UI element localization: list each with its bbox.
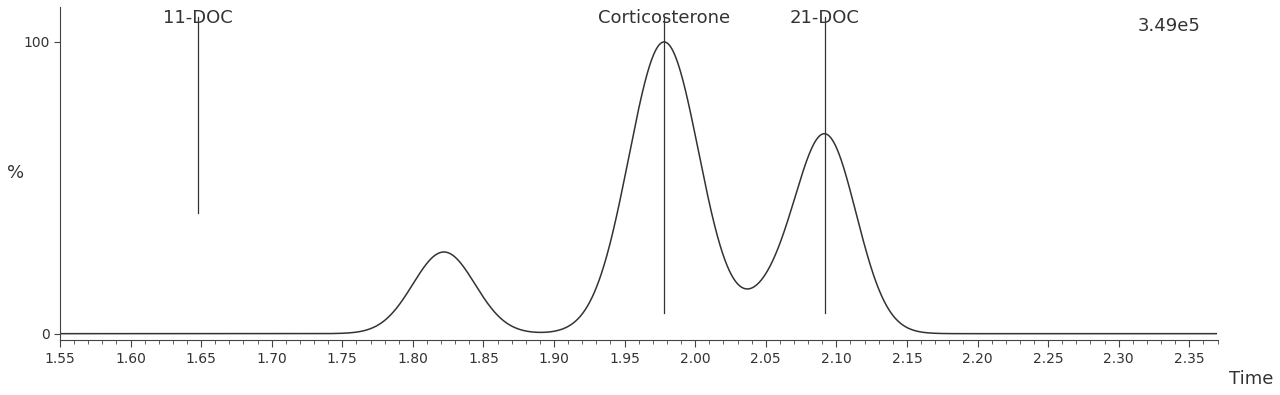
Text: Time: Time [1229,370,1274,388]
Text: Corticosterone: Corticosterone [598,9,730,27]
Text: 11-DOC: 11-DOC [164,9,233,27]
Text: 21-DOC: 21-DOC [790,9,860,27]
Text: 3.49e5: 3.49e5 [1137,17,1201,35]
Y-axis label: %: % [6,164,24,182]
